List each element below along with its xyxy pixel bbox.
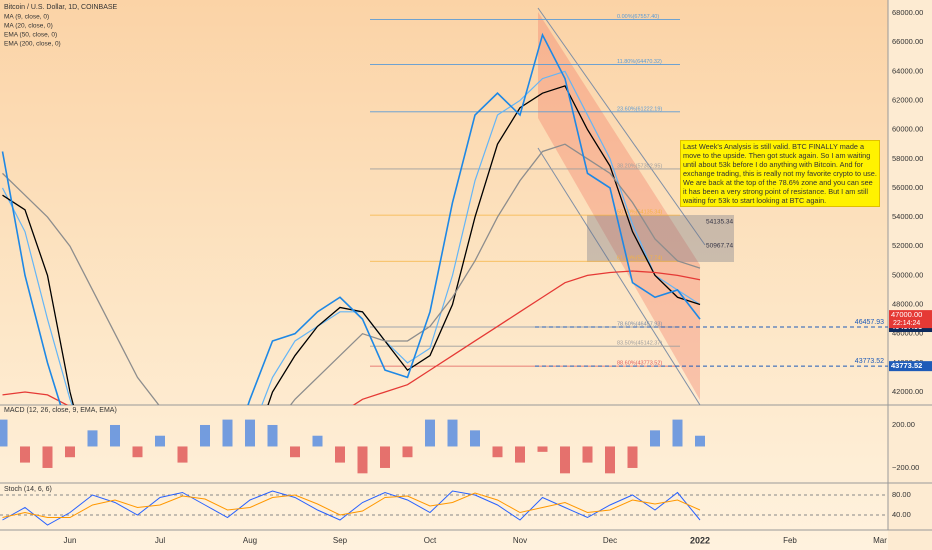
histogram-bar xyxy=(447,419,458,447)
histogram-bar xyxy=(132,446,143,458)
y-tick-label: 54000.00 xyxy=(892,212,923,221)
histogram-bar xyxy=(672,419,683,447)
histogram-bar xyxy=(245,419,255,447)
fib-label: 0.00%(67557.40) xyxy=(617,14,659,20)
y-tick-label: 52000.00 xyxy=(892,241,923,250)
y-tick-label: 42000.00 xyxy=(892,387,923,396)
fib-label: 38.20%(57302.95) xyxy=(617,163,662,169)
level-label: 46457.93 xyxy=(855,319,884,326)
y-tick-label: 60000.00 xyxy=(892,125,923,134)
histogram-bar xyxy=(0,419,8,447)
zone-label: 50967.74 xyxy=(706,243,733,250)
last-price-label: 47000.00 xyxy=(891,310,922,319)
histogram-bar xyxy=(582,446,593,463)
histogram-bar xyxy=(335,446,345,463)
histogram-bar xyxy=(402,446,413,458)
pane-title: MACD (12, 26, close, 9, EMA, EMA) xyxy=(4,407,117,414)
indicator-line xyxy=(1,70,701,405)
y-tick-label: 200.00 xyxy=(892,420,915,429)
histogram-bar xyxy=(380,446,390,468)
histogram-bar xyxy=(492,446,503,458)
histogram-bar xyxy=(267,424,278,447)
legend-entry: EMA (50, close, 0) xyxy=(4,32,57,39)
annotation: Last Week's Analysis is still valid. BTC… xyxy=(680,140,880,207)
histogram-bar xyxy=(627,446,638,468)
fib-label: 83.50%(45142.37) xyxy=(617,341,662,347)
fib-label: 88.60%(43773.52) xyxy=(617,361,662,367)
countdown: 22:14:24 xyxy=(893,320,920,327)
y-tick-label: 58000.00 xyxy=(892,154,923,163)
pane-title: Stoch (14, 6, 6) xyxy=(4,486,52,493)
histogram-bar xyxy=(20,446,30,463)
y-tick-label: 80.00 xyxy=(892,490,911,499)
y-tick-label: 62000.00 xyxy=(892,95,923,104)
x-tick-label: Mar xyxy=(873,536,887,545)
histogram-bar xyxy=(560,446,570,474)
x-tick-label: Aug xyxy=(243,536,257,545)
price-axis-bg xyxy=(888,0,932,550)
fib-label: 78.60%(46457.93) xyxy=(617,321,662,327)
legend-entry: MA (20, close, 0) xyxy=(4,23,53,30)
y-tick-label: 48000.00 xyxy=(892,300,923,309)
fib-label: 50.00%(54135.34) xyxy=(617,210,662,216)
x-tick-label: Nov xyxy=(513,536,527,545)
fib-label: 61.80%(50967.74) xyxy=(617,256,662,262)
legend-entry: MA (9, close, 0) xyxy=(4,14,49,21)
histogram-bar xyxy=(425,419,435,447)
y-tick-label: 56000.00 xyxy=(892,183,923,192)
last-price-tag xyxy=(889,310,932,329)
y-tick-label: −200.00 xyxy=(892,463,919,472)
x-tick-label: 2022 xyxy=(690,535,710,545)
histogram-bar xyxy=(200,424,210,447)
y-tick-label: 40.00 xyxy=(892,510,911,519)
channel-fill xyxy=(538,12,700,400)
histogram-bar xyxy=(357,446,368,474)
y-tick-label: 68000.00 xyxy=(892,8,923,17)
zone-box xyxy=(587,215,734,262)
histogram-bar xyxy=(42,446,53,468)
x-tick-label: Dec xyxy=(603,536,617,545)
channel-line xyxy=(537,147,701,405)
x-tick-label: Oct xyxy=(424,536,437,545)
stoch-line xyxy=(2,490,701,526)
histogram-bar xyxy=(312,435,323,447)
price-tag-label: 43773.52 xyxy=(891,361,922,370)
histogram-bar xyxy=(155,435,165,447)
histogram-bar xyxy=(290,446,300,458)
price-tag xyxy=(889,361,932,372)
zone-label: 54135.34 xyxy=(706,219,733,226)
histogram-bar xyxy=(650,430,660,447)
fib-label: 23.60%(61222.19) xyxy=(617,106,662,112)
histogram-bar xyxy=(110,424,120,447)
histogram-bar xyxy=(515,446,525,463)
x-tick-label: Jun xyxy=(64,536,77,545)
y-tick-label: 50000.00 xyxy=(892,270,923,279)
histogram-bar xyxy=(177,446,188,463)
fib-label: 11.80%(64470.32) xyxy=(617,59,662,65)
channel-line xyxy=(537,7,706,246)
histogram-bar xyxy=(537,446,548,452)
price-line xyxy=(1,32,701,405)
stoch-line xyxy=(2,492,701,518)
level-label: 43773.52 xyxy=(855,358,884,365)
histogram-bar xyxy=(695,435,705,447)
y-tick-label: 64000.00 xyxy=(892,66,923,75)
x-tick-label: Feb xyxy=(783,536,797,545)
histogram-bar xyxy=(87,430,98,447)
x-tick-label: Jul xyxy=(155,536,165,545)
y-tick-label: 66000.00 xyxy=(892,37,923,46)
histogram-bar xyxy=(605,446,615,474)
y-tick-label: 46000.00 xyxy=(892,329,923,338)
x-tick-label: Sep xyxy=(333,536,348,545)
chart-title: Bitcoin / U.S. Dollar, 1D, COINBASE xyxy=(4,4,118,11)
legend-entry: EMA (200, close, 0) xyxy=(4,41,61,48)
histogram-bar xyxy=(470,430,480,447)
indicator-line xyxy=(2,270,701,405)
indicator-line xyxy=(2,85,701,405)
histogram-bar xyxy=(222,419,233,447)
histogram-bar xyxy=(65,446,75,458)
